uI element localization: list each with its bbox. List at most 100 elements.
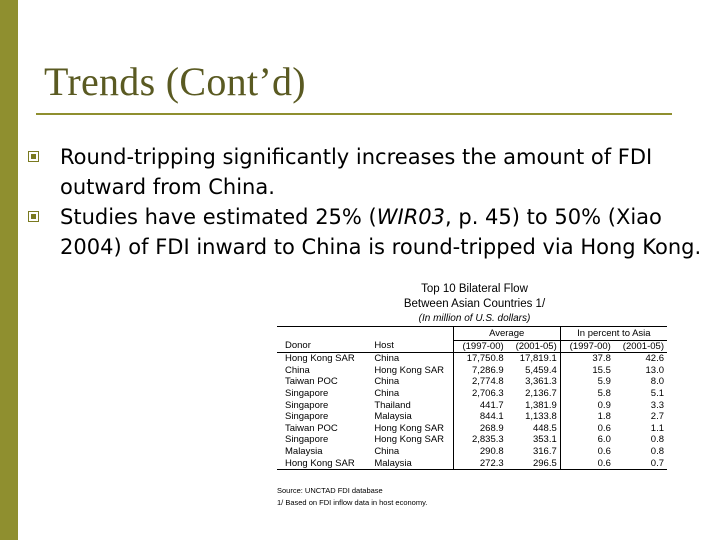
- cell-donor: China: [285, 364, 310, 376]
- header-percent: In percent to Asia: [559, 326, 667, 341]
- cell-host: China: [374, 376, 400, 388]
- cell-donor: Singapore: [285, 434, 329, 446]
- cell-average-1997-00: 272.3: [452, 457, 507, 471]
- cell-average-1997-00: 290.8: [452, 445, 507, 458]
- bullet-item-2: Studies have estimated 25% (WIR03, p. 45…: [28, 202, 708, 262]
- cell-average-2001-05: 448.5: [532, 422, 557, 434]
- cell-host: Thailand: [374, 399, 411, 411]
- cell-average-2001-05: 17,819.1: [519, 353, 557, 365]
- cell-host: Malaysia: [371, 457, 454, 471]
- table-row: Singapore Thailand 441.7 1,381.9 0.9 3.3: [277, 399, 667, 412]
- table-row: Taiwan POC China 2,774.8 3,361.3 5.9 8.0: [277, 376, 667, 388]
- cell-average-2001-05: 1,381.9: [525, 399, 557, 411]
- table-header-row-1: Average In percent to Asia: [277, 326, 667, 341]
- table-note: 1/ Based on FDI inflow data in host econ…: [277, 498, 428, 507]
- table-title-line2: Between Asian Countries 1/: [403, 298, 546, 310]
- cell-percent-1997-00: 0.6: [559, 445, 614, 458]
- cell-percent-1997-00: 0.6: [559, 457, 614, 471]
- cell-host: Hong Kong SAR: [374, 422, 445, 434]
- table-units: (In million of U.S. dollars): [418, 313, 531, 324]
- fdi-table: Average In percent to Asia Donor Host (1…: [277, 326, 667, 471]
- table-row: Hong Kong SAR China 17,750.8 17,819.1 37.8 42…: [277, 352, 667, 365]
- cell-average-2001-05: 316.7: [532, 445, 557, 457]
- cell-average-2001-05: 296.5: [506, 457, 561, 471]
- cell-average-1997-00: 441.7: [452, 399, 507, 412]
- cell-host: China: [374, 445, 400, 457]
- cell-percent-2001-05: 5.1: [650, 387, 664, 399]
- header-period-pct-2: (2001-05): [613, 340, 667, 354]
- cell-average-2001-05: 1,133.8: [525, 411, 557, 423]
- cell-percent-1997-00: 37.8: [559, 352, 614, 365]
- cell-donor: Hong Kong SAR: [277, 457, 372, 471]
- header-host: Host: [371, 340, 454, 354]
- table-source: Source: UNCTAD FDI database: [277, 486, 383, 495]
- cell-donor: Taiwan POC: [285, 422, 338, 434]
- slide-title: Trends (Cont’d): [44, 59, 306, 104]
- cell-percent-1997-00: 6.0: [559, 434, 614, 446]
- cell-percent-2001-05: 0.8: [650, 434, 664, 446]
- cell-percent-1997-00: 5.9: [559, 376, 614, 388]
- cell-average-1997-00: 2,835.3: [452, 434, 507, 446]
- table-header-row-2: Donor Host (1997-00) (2001-05) (1997-00)…: [277, 340, 667, 354]
- cell-host: China: [374, 353, 400, 365]
- bullet-text-2a: Studies have estimated 25% (: [60, 205, 377, 229]
- fdi-table-figure: Top 10 Bilateral Flow Between Asian Coun…: [277, 282, 672, 522]
- cell-host: Hong Kong SAR: [374, 364, 445, 376]
- header-donor: Donor: [277, 340, 372, 354]
- header-period-pct-1: (1997-00): [559, 340, 614, 354]
- header-period-avg-2: (2001-05): [506, 340, 561, 354]
- cell-percent-2001-05: 13.0: [645, 364, 665, 376]
- square-bullet-icon: [28, 151, 39, 162]
- header-period-avg-1: (1997-00): [452, 340, 507, 354]
- cell-percent-2001-05: 0.8: [650, 445, 664, 457]
- cell-average-1997-00: 17,750.8: [452, 352, 507, 365]
- table-row: China Hong Kong SAR 7,286.9 5,459.4 15.5 13.0: [277, 364, 667, 377]
- cell-average-1997-00: 268.9: [452, 422, 507, 435]
- bullet-item-1: Round-tripping significantly increases t…: [28, 142, 708, 202]
- cell-donor: Singapore: [285, 387, 329, 399]
- table-row: Singapore China 2,706.3 2,136.7 5.8 5.1: [277, 387, 667, 400]
- cell-average-1997-00: 2,774.8: [452, 376, 507, 388]
- table-row: Singapore Hong Kong SAR 2,835.3 353.1 6.0 0.8: [277, 434, 667, 446]
- bullet-text-2b: , p. 45) to 50% (Xiao 2004) of FDI inwar…: [60, 205, 702, 259]
- cell-percent-1997-00: 0.9: [559, 399, 614, 412]
- square-bullet-icon: [28, 211, 39, 222]
- cell-host: Hong Kong SAR: [374, 434, 445, 446]
- cell-percent-2001-05: 2.7: [650, 411, 664, 423]
- cell-average-2001-05: 3,361.3: [525, 376, 557, 388]
- cell-percent-2001-05: 8.0: [650, 376, 664, 388]
- cell-host: Malaysia: [374, 411, 412, 423]
- cell-average-2001-05: 5,459.4: [525, 364, 557, 376]
- bullet-text-2-italic: WIR03: [376, 205, 446, 229]
- table-row: Singapore Malaysia 844.1 1,133.8 1.8 2.7: [277, 411, 667, 423]
- table-title-line1: Top 10 Bilateral Flow: [421, 283, 528, 295]
- table-row: Malaysia China 290.8 316.7 0.6 0.8: [277, 445, 667, 458]
- cell-average-2001-05: 2,136.7: [525, 387, 557, 399]
- cell-average-1997-00: 2,706.3: [452, 387, 507, 400]
- cell-donor: Malaysia: [285, 445, 323, 457]
- title-underline: [36, 113, 672, 115]
- table-row: Taiwan POC Hong Kong SAR 268.9 448.5 0.6 1.1: [277, 422, 667, 435]
- cell-average-1997-00: 7,286.9: [452, 364, 507, 377]
- cell-percent-2001-05: 0.7: [613, 457, 667, 471]
- cell-host: China: [374, 387, 400, 399]
- cell-donor: Singapore: [285, 399, 329, 411]
- cell-percent-2001-05: 3.3: [650, 399, 664, 411]
- cell-percent-1997-00: 5.8: [559, 387, 614, 400]
- bullet-list: Round-tripping significantly increases t…: [28, 142, 708, 262]
- cell-percent-2001-05: 1.1: [650, 422, 664, 434]
- left-accent-bar: [0, 0, 18, 540]
- cell-percent-2001-05: 42.6: [645, 353, 665, 365]
- cell-percent-1997-00: 0.6: [559, 422, 614, 435]
- table-row: Hong Kong SAR Malaysia 272.3 296.5 0.6 0.7: [277, 457, 667, 471]
- cell-donor: Hong Kong SAR: [285, 353, 355, 365]
- cell-percent-1997-00: 1.8: [559, 411, 614, 423]
- cell-donor: Taiwan POC: [285, 376, 338, 388]
- cell-average-1997-00: 844.1: [452, 411, 507, 423]
- cell-percent-1997-00: 15.5: [559, 364, 614, 377]
- cell-average-2001-05: 353.1: [532, 434, 557, 446]
- table-body: Hong Kong SAR China 17,750.8 17,819.1 37.8 42…: [277, 352, 667, 471]
- bullet-text-1: Round-tripping significantly increases t…: [60, 145, 653, 199]
- header-average: Average: [452, 326, 561, 341]
- cell-donor: Singapore: [285, 411, 329, 423]
